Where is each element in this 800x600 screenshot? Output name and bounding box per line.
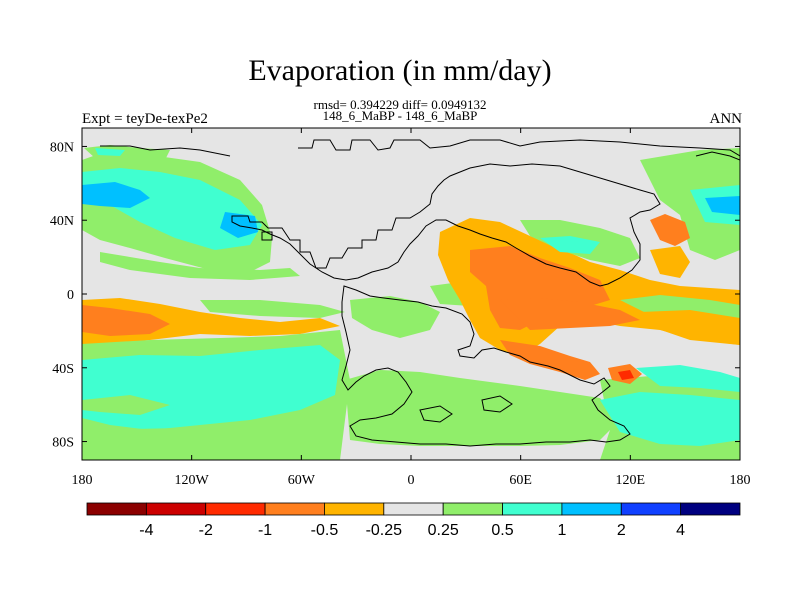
colorbar-swatch (442, 502, 503, 516)
y-tick-label: 40S (52, 362, 74, 377)
colorbar-label: -1 (258, 522, 272, 539)
colorbar-swatch (620, 502, 682, 516)
coastline-antarctic-notch-2 (481, 395, 513, 413)
colorbar-swatch (680, 502, 741, 516)
colorbar-label: -0.25 (366, 522, 403, 539)
field-ne-blue (705, 196, 740, 215)
colorbar-label: 4 (676, 522, 685, 539)
x-tick-label: 60E (509, 473, 532, 488)
colorbar-swatch (145, 502, 207, 516)
x-axis: 180 120W 60W 0 60E 120E 180 (72, 128, 751, 488)
field-epac-red (82, 305, 170, 336)
anomaly-fields (82, 145, 740, 460)
x-tick-label: 0 (408, 473, 415, 488)
y-tick-label: 80N (50, 140, 74, 155)
x-tick-label: 60W (288, 473, 316, 488)
colorbar-label: -0.5 (311, 522, 339, 539)
y-tick-label: 0 (67, 288, 74, 303)
field-npac-blue (82, 182, 150, 208)
colorbar-swatch (264, 502, 325, 516)
x-tick-label: 120E (616, 473, 646, 488)
field-io-orange (640, 310, 740, 345)
field-arctic-cyan (95, 148, 125, 156)
colorbar-label: 0.5 (491, 522, 513, 539)
coastline-arctic-2 (100, 145, 231, 157)
season-label: ANN (709, 111, 743, 127)
x-tick-label: 120W (175, 473, 210, 488)
colorbar-label: 0.25 (428, 522, 459, 539)
field-ne-green (640, 148, 740, 260)
colorbar-label: -2 (199, 522, 213, 539)
coastlines (100, 139, 740, 447)
y-tick-label: 80S (52, 436, 74, 451)
colorbar-swatch (324, 502, 385, 516)
coastline-island (261, 231, 273, 241)
x-tick-label: 180 (72, 473, 93, 488)
colorbar-label: 1 (557, 522, 566, 539)
field-satl-green (345, 370, 620, 446)
colorbar-label: 2 (617, 522, 626, 539)
field-tethys-red (470, 246, 610, 330)
field-epac-green (200, 300, 345, 318)
field-tethys-cyan (540, 236, 600, 254)
field-io-red (500, 340, 600, 380)
coastline-antarctic-notch (419, 405, 453, 423)
field-south-red-core (618, 370, 634, 380)
field-spac-green-2 (82, 395, 170, 415)
y-tick-label: 40N (50, 214, 74, 229)
field-se-cyan (600, 392, 740, 446)
coastline-southern-continent (341, 285, 631, 447)
field-tethys-red-2 (500, 298, 640, 330)
coastline-ne (695, 151, 740, 161)
colorbar-swatch (86, 502, 147, 516)
field-ne-red (650, 214, 690, 246)
chart-title: Evaporation (in mm/day) (248, 54, 552, 87)
colorbar: -4 -2 -1 -0.5 -0.25 0.25 0.5 1 2 4 (86, 502, 741, 539)
colorbar-swatch (561, 502, 622, 516)
field-se-cyan-2 (636, 365, 740, 392)
field-atl-green (350, 296, 440, 338)
colorbar-swatch (383, 502, 444, 516)
field-asia-orange (650, 246, 690, 278)
field-npac-green-2 (100, 252, 300, 280)
field-sw-green (82, 428, 340, 460)
x-tick-label: 180 (730, 473, 751, 488)
experiment-label: Expt = teyDe-texPe2 (82, 111, 208, 127)
colorbar-swatch (502, 502, 563, 516)
y-axis: 80N 40N 0 40S 80S (50, 140, 740, 451)
colorbar-swatch (205, 502, 266, 516)
coastline-arctic (298, 139, 740, 157)
colorbar-label: -4 (139, 522, 153, 539)
subtitle: 148_6_MaBP - 148_6_MaBP (322, 108, 478, 123)
stats-line: rmsd= 0.394229 diff= 0.0949132 (313, 97, 487, 112)
coastline-north-continent (231, 163, 661, 287)
